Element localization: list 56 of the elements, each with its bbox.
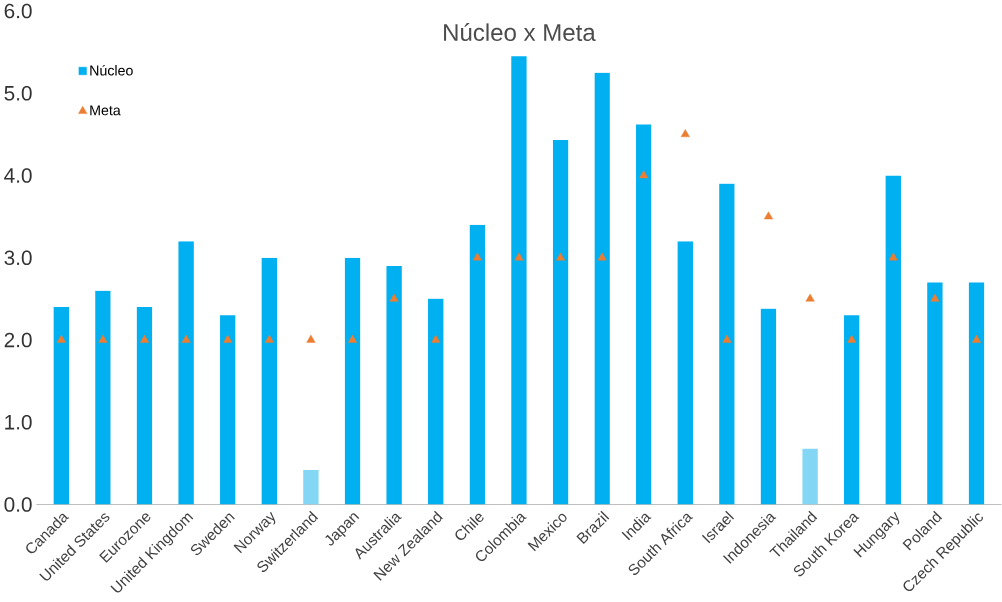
- bar: [968, 282, 985, 505]
- bar: [511, 56, 527, 505]
- bar: [178, 241, 194, 505]
- bar: [136, 307, 153, 505]
- point: [140, 334, 149, 343]
- point: [597, 252, 607, 261]
- point: [888, 252, 898, 261]
- point: [389, 293, 399, 302]
- point: [764, 211, 773, 220]
- bar: [95, 290, 111, 505]
- bar: [677, 241, 693, 505]
- legend-label: Meta: [90, 105, 121, 116]
- bar: [53, 307, 69, 505]
- y-tick-label: 4.0: [4, 168, 32, 183]
- point: [348, 334, 357, 343]
- point: [306, 334, 316, 343]
- point: [98, 334, 108, 343]
- chart-title: Núcleo x Meta: [444, 23, 596, 41]
- bar: [760, 308, 777, 505]
- bar: [261, 257, 277, 505]
- bar: [636, 124, 652, 505]
- point: [514, 252, 524, 261]
- point: [56, 334, 66, 343]
- y-tick-label: 2.0: [4, 332, 32, 348]
- bar: [469, 224, 485, 505]
- y-tick-label: 6.0: [4, 3, 32, 19]
- bar: [386, 265, 402, 505]
- point: [264, 334, 274, 343]
- bar: [844, 315, 860, 505]
- point: [930, 293, 940, 302]
- bar: [719, 183, 735, 505]
- point: [805, 293, 815, 302]
- point: [181, 334, 191, 343]
- bar: [552, 140, 569, 505]
- point: [223, 334, 233, 343]
- point: [722, 334, 732, 343]
- bar: [303, 469, 319, 505]
- point: [431, 334, 441, 343]
- point: [680, 129, 690, 137]
- y-tick-label: 5.0: [4, 85, 32, 101]
- bar: [594, 72, 610, 505]
- y-tick-label: 0.0: [4, 497, 32, 512]
- bar: [802, 448, 818, 505]
- bar: [220, 315, 236, 505]
- bar: [428, 298, 444, 505]
- y-tick-label: 3.0: [4, 250, 32, 266]
- y-tick-label: 1.0: [5, 414, 32, 430]
- point: [472, 252, 482, 261]
- bar: [885, 175, 901, 505]
- bar: [927, 282, 943, 505]
- bar: [344, 257, 361, 505]
- legend-label: Núcleo: [90, 64, 133, 76]
- point: [556, 252, 565, 261]
- point: [639, 170, 649, 179]
- point: [972, 334, 981, 343]
- point: [847, 334, 857, 343]
